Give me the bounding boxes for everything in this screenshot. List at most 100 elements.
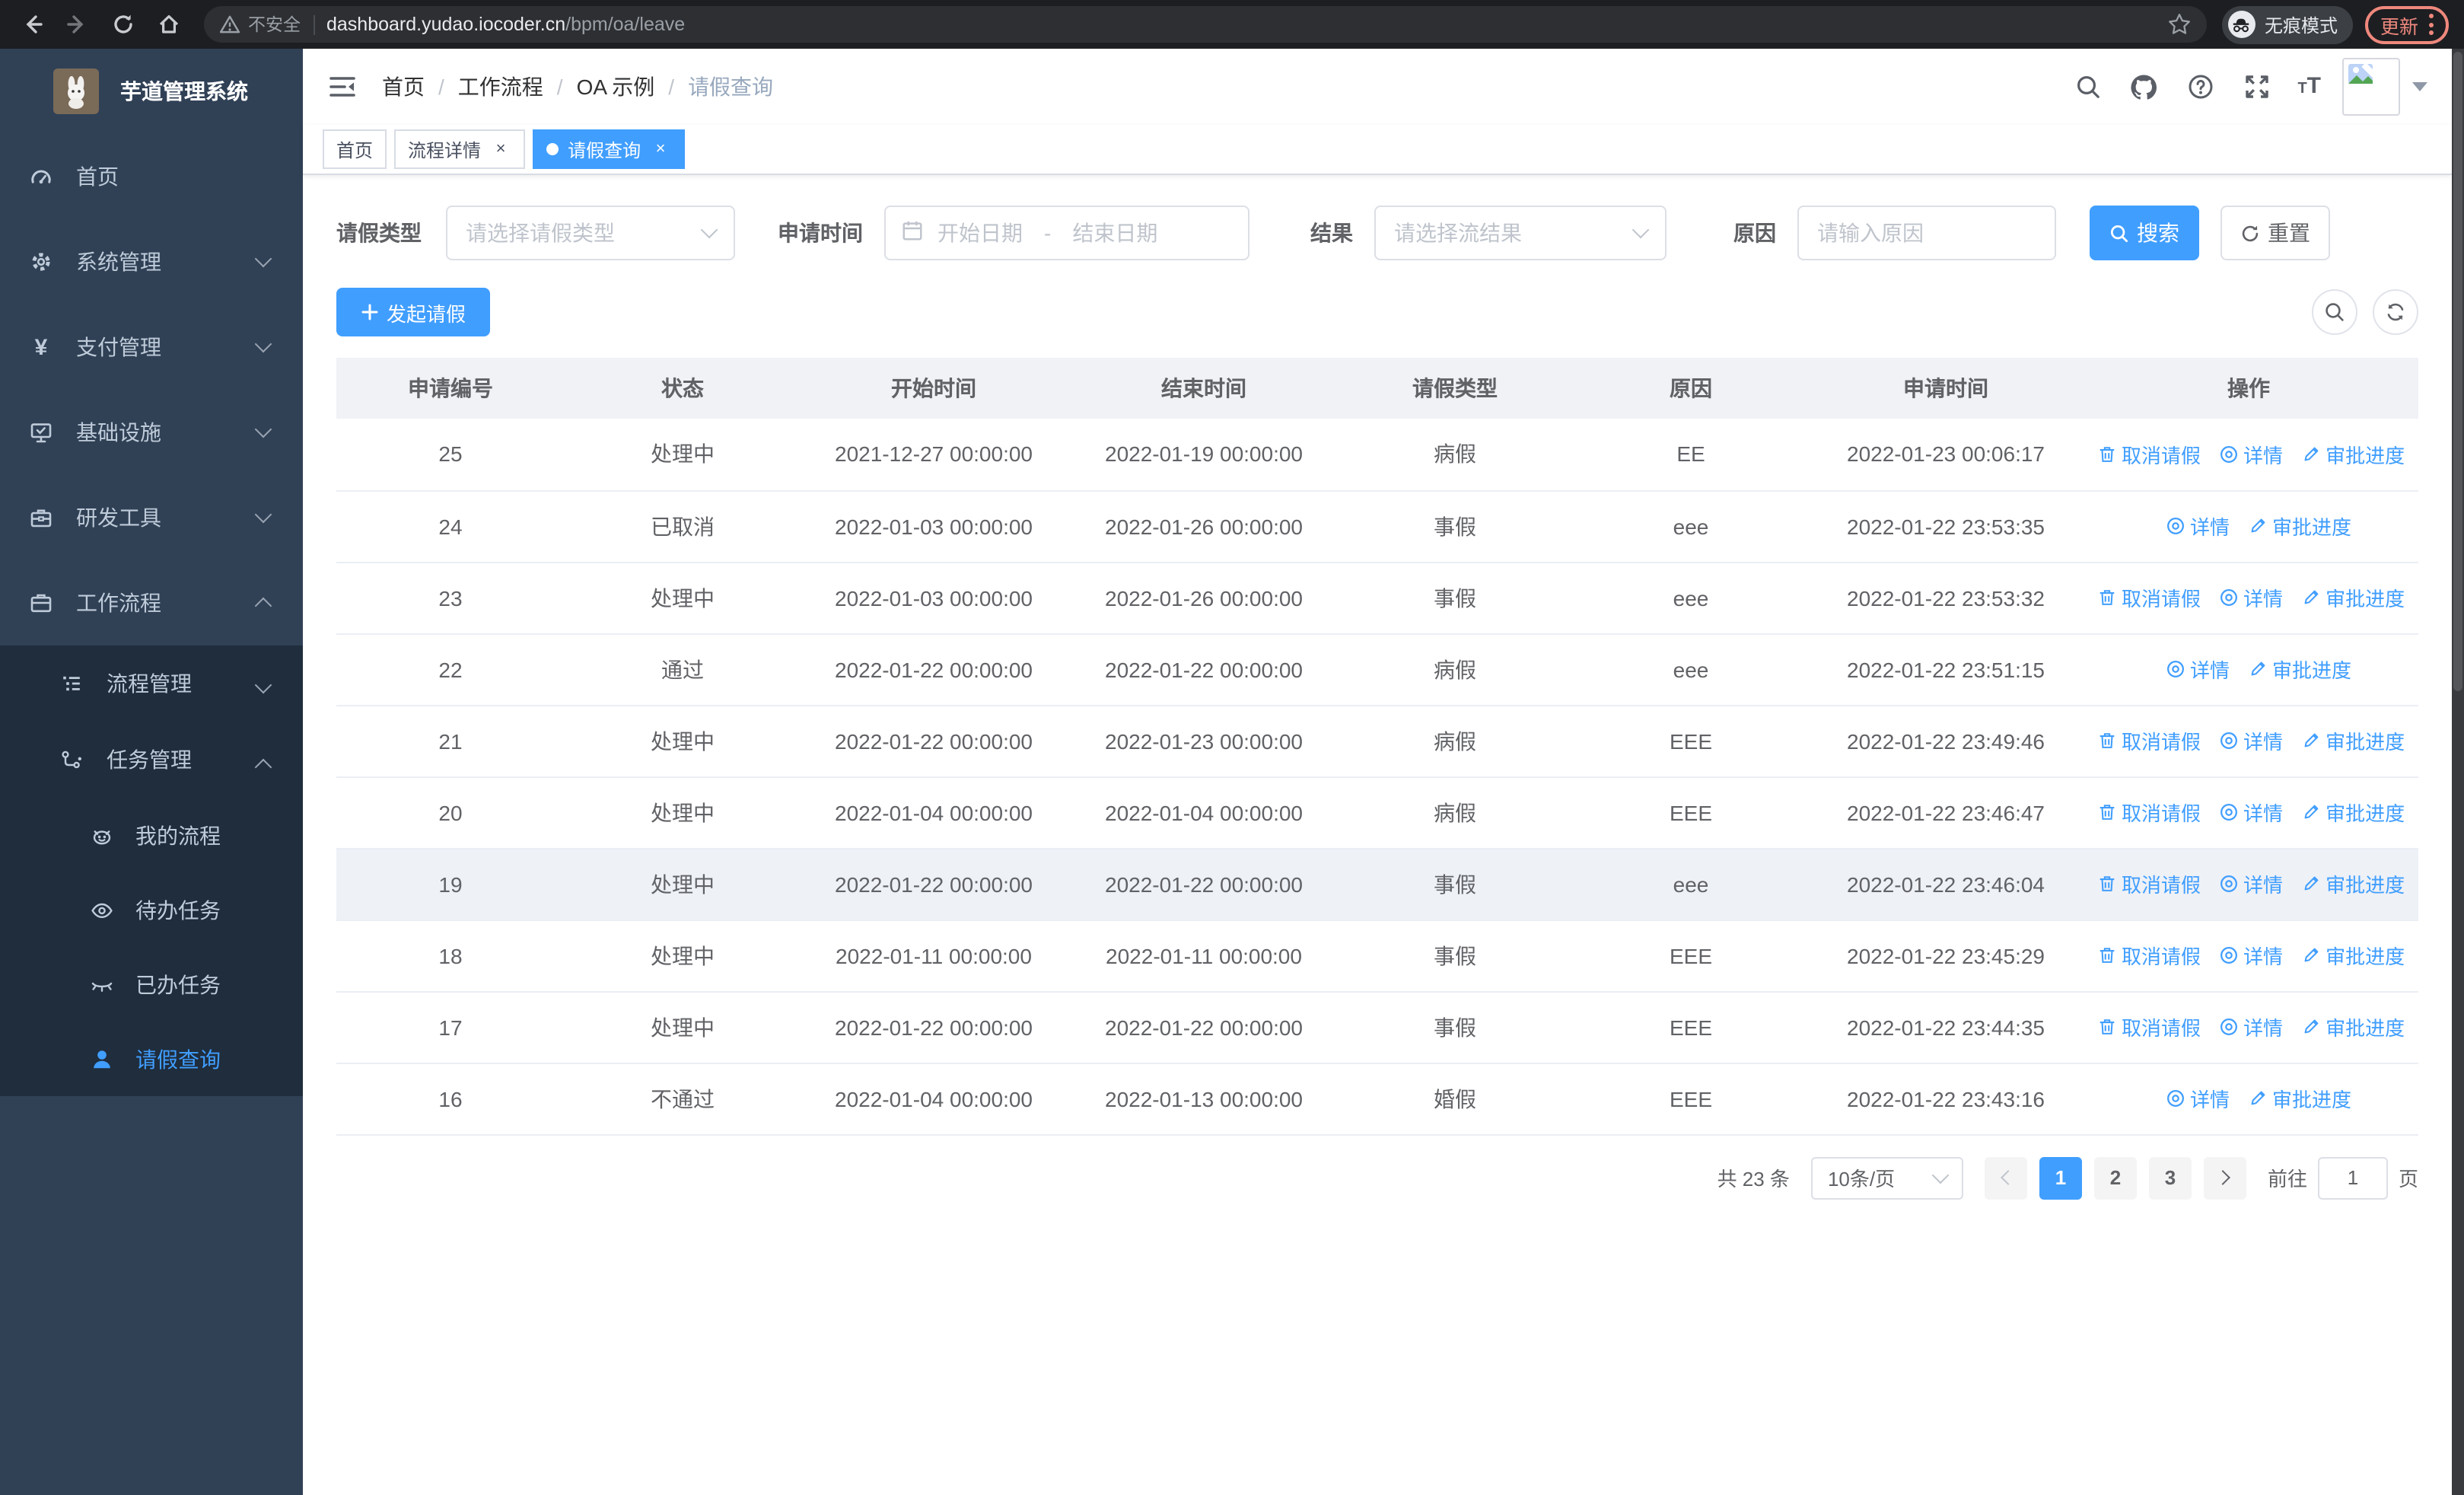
refresh-table-icon[interactable] xyxy=(2373,289,2418,335)
reset-button[interactable]: 重置 xyxy=(2220,206,2330,260)
cell-reason: EEE xyxy=(1569,705,1813,777)
progress-link[interactable]: 审批进度 xyxy=(2301,440,2405,469)
cancel-leave-link[interactable]: 取消请假 xyxy=(2097,798,2201,827)
forward-icon[interactable] xyxy=(61,8,94,41)
sidebar-item-system[interactable]: 系统管理 xyxy=(0,219,303,304)
cancel-leave-link[interactable]: 取消请假 xyxy=(2097,440,2201,469)
cell-applied: 2022-01-22 23:49:46 xyxy=(1813,705,2079,777)
cell-type: 病假 xyxy=(1341,776,1569,849)
cell-id: 18 xyxy=(336,920,565,992)
leave-type-select[interactable]: 请选择请假类型 xyxy=(446,206,735,260)
action-label: 取消请假 xyxy=(2122,945,2201,968)
sidebar-item-task-mgmt[interactable]: 任务管理 xyxy=(0,722,303,798)
home-icon[interactable] xyxy=(152,8,186,41)
table-row: 23 处理中 2022-01-03 00:00:00 2022-01-26 00:00… xyxy=(336,562,2418,634)
progress-link[interactable]: 审批进度 xyxy=(2248,655,2351,684)
create-leave-button[interactable]: 发起请假 xyxy=(336,288,491,336)
sidebar-item-process-mgmt[interactable]: 流程管理 xyxy=(0,645,303,722)
page-scrollbar[interactable] xyxy=(2452,49,2464,1495)
sidebar-item-home[interactable]: 首页 xyxy=(0,134,303,219)
sidebar-item-payment[interactable]: ¥ 支付管理 xyxy=(0,304,303,390)
reload-icon[interactable] xyxy=(107,8,140,41)
font-size-icon[interactable]: TT xyxy=(2297,73,2321,99)
close-icon[interactable]: × xyxy=(495,140,506,158)
detail-link[interactable]: 详情 xyxy=(2219,869,2283,898)
avatar[interactable] xyxy=(2342,58,2400,116)
page-size-select[interactable]: 10条/页 xyxy=(1810,1156,1963,1199)
github-icon[interactable] xyxy=(2128,72,2159,102)
goto-page-input[interactable] xyxy=(2317,1156,2388,1199)
date-range-picker[interactable]: 开始日期 - 结束日期 xyxy=(884,206,1250,260)
back-icon[interactable] xyxy=(15,8,49,41)
tab-home[interactable]: 首页 xyxy=(323,129,387,169)
toggle-search-icon[interactable] xyxy=(2312,289,2357,335)
breadcrumb-item-current: 请假查询 xyxy=(688,75,774,99)
avatar-caret-icon[interactable] xyxy=(2412,82,2427,91)
progress-link[interactable]: 审批进度 xyxy=(2301,1012,2405,1041)
sidebar-item-leave-query[interactable]: 请假查询 xyxy=(0,1022,303,1096)
update-button[interactable]: 更新 xyxy=(2364,5,2449,43)
detail-link[interactable]: 详情 xyxy=(2166,655,2230,684)
next-page-button[interactable] xyxy=(2203,1156,2246,1199)
cancel-leave-link[interactable]: 取消请假 xyxy=(2097,869,2201,898)
detail-link[interactable]: 详情 xyxy=(2166,1084,2230,1113)
breadcrumb-item[interactable]: OA 示例 xyxy=(576,75,655,99)
breadcrumb: 首页 / 工作流程 / OA 示例 / 请假查询 xyxy=(382,72,773,102)
progress-link[interactable]: 审批进度 xyxy=(2248,1084,2351,1113)
breadcrumb-item[interactable]: 工作流程 xyxy=(457,75,543,99)
table-toolbar: 发起请假 xyxy=(336,288,2418,336)
progress-link[interactable]: 审批进度 xyxy=(2301,798,2405,827)
search-button[interactable]: 搜索 xyxy=(2090,206,2199,260)
url-bar[interactable]: 不安全 dashboard.yudao.iocoder.cn/bpm/oa/le… xyxy=(204,6,2207,43)
sidebar-item-infrastructure[interactable]: 基础设施 xyxy=(0,390,303,475)
url-path: /bpm/oa/leave xyxy=(565,14,686,35)
progress-link[interactable]: 审批进度 xyxy=(2301,726,2405,755)
cell-reason: EEE xyxy=(1569,920,1813,992)
action-label: 取消请假 xyxy=(2122,802,2201,825)
action-label: 审批进度 xyxy=(2326,874,2405,897)
progress-link[interactable]: 审批进度 xyxy=(2301,941,2405,970)
sidebar-item-devtools[interactable]: 研发工具 xyxy=(0,475,303,560)
fullscreen-icon[interactable] xyxy=(2241,72,2271,102)
security-label: 不安全 xyxy=(248,17,301,35)
cancel-leave-link[interactable]: 取消请假 xyxy=(2097,941,2201,970)
browser-chrome: 不安全 dashboard.yudao.iocoder.cn/bpm/oa/le… xyxy=(0,0,2464,49)
sidebar-item-label: 研发工具 xyxy=(76,505,161,530)
tab-leave-query[interactable]: 请假查询 × xyxy=(533,129,686,169)
page-button-3[interactable]: 3 xyxy=(2148,1156,2192,1199)
page-button-2[interactable]: 2 xyxy=(2093,1156,2137,1199)
cancel-leave-link[interactable]: 取消请假 xyxy=(2097,726,2201,755)
cell-start: 2022-01-22 00:00:00 xyxy=(801,991,1067,1063)
cell-reason: eee xyxy=(1569,490,1813,563)
action-label: 详情 xyxy=(2243,802,2284,825)
detail-link[interactable]: 详情 xyxy=(2219,440,2283,469)
browser-menu-icon[interactable] xyxy=(2429,14,2434,35)
tab-process-detail[interactable]: 流程详情 × xyxy=(394,129,526,169)
sidebar-item-workflow[interactable]: 工作流程 xyxy=(0,560,303,645)
bookmark-star-icon[interactable] xyxy=(2167,12,2192,37)
page-button-1[interactable]: 1 xyxy=(2039,1156,2082,1199)
progress-link[interactable]: 审批进度 xyxy=(2301,869,2405,898)
search-icon[interactable] xyxy=(2072,72,2103,102)
sidebar-item-my-process[interactable]: 我的流程 xyxy=(0,798,303,872)
cancel-leave-link[interactable]: 取消请假 xyxy=(2097,1012,2201,1041)
sidebar-collapse-icon[interactable] xyxy=(327,72,358,102)
cell-type: 婚假 xyxy=(1341,1063,1569,1135)
result-select[interactable]: 请选择流结果 xyxy=(1374,206,1667,260)
sidebar-item-todo-tasks[interactable]: 待办任务 xyxy=(0,872,303,947)
cancel-leave-link[interactable]: 取消请假 xyxy=(2097,583,2201,612)
breadcrumb-item[interactable]: 首页 xyxy=(382,75,425,99)
detail-link[interactable]: 详情 xyxy=(2219,726,2283,755)
reason-input[interactable] xyxy=(1797,206,2056,260)
detail-link[interactable]: 详情 xyxy=(2219,1012,2283,1041)
sidebar-item-done-tasks[interactable]: 已办任务 xyxy=(0,947,303,1022)
detail-link[interactable]: 详情 xyxy=(2166,512,2230,540)
close-icon[interactable]: × xyxy=(655,140,666,158)
help-icon[interactable] xyxy=(2185,72,2215,102)
detail-link[interactable]: 详情 xyxy=(2219,941,2283,970)
progress-link[interactable]: 审批进度 xyxy=(2301,583,2405,612)
prev-page-button[interactable] xyxy=(1984,1156,2027,1199)
detail-link[interactable]: 详情 xyxy=(2219,798,2283,827)
progress-link[interactable]: 审批进度 xyxy=(2248,512,2351,540)
detail-link[interactable]: 详情 xyxy=(2219,583,2283,612)
